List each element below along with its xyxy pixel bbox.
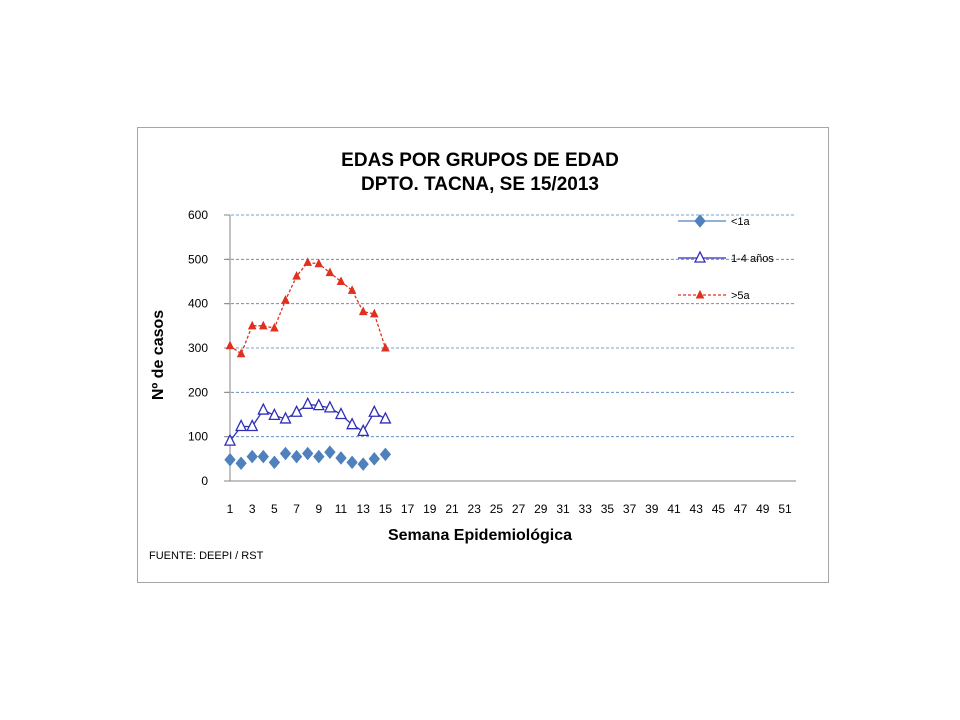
y-tick-label: 600: [188, 208, 208, 222]
data-point: [279, 446, 292, 461]
x-tick-label: 5: [271, 502, 278, 516]
x-tick-label: 33: [579, 502, 593, 516]
data-point: [334, 407, 348, 420]
data-point: [358, 306, 368, 316]
x-tick-label: 17: [401, 502, 415, 516]
data-point: [357, 423, 370, 436]
x-tick-label: 25: [490, 502, 504, 516]
chart-subtitle: DPTO. TACNA, SE 15/2013: [361, 174, 599, 195]
chart-title: EDAS POR GRUPOS DE EDAD: [341, 150, 619, 171]
series-line: [229, 261, 387, 355]
data-point: [223, 433, 237, 446]
data-point: [303, 257, 313, 266]
x-tick-label: 31: [556, 502, 570, 516]
x-tick-label: 27: [512, 502, 526, 516]
data-point: [325, 267, 335, 277]
data-point: [290, 404, 303, 417]
x-tick-label: 7: [293, 502, 300, 516]
data-point: [270, 322, 279, 332]
x-tick-label: 29: [534, 502, 548, 516]
x-tick-label: 3: [249, 502, 256, 516]
x-tick-label: 21: [445, 502, 459, 516]
x-tick-label: 23: [468, 502, 482, 516]
x-tick-label: 49: [756, 502, 770, 516]
data-point: [302, 446, 314, 461]
data-point: [314, 258, 324, 268]
data-point: [347, 285, 357, 294]
legend-label: >5a: [731, 290, 751, 302]
data-point: [379, 411, 392, 424]
legend-marker: [695, 289, 705, 299]
data-point: [312, 398, 325, 411]
source-note: FUENTE: DEEPI / RST: [149, 550, 264, 562]
data-point: [301, 396, 314, 409]
data-point: [236, 348, 246, 358]
data-point: [257, 402, 270, 415]
data-point: [323, 400, 336, 413]
data-point: [235, 456, 247, 471]
data-point: [247, 320, 257, 330]
data-point: [281, 295, 290, 304]
data-point: [257, 449, 269, 464]
legend-marker: [693, 250, 707, 263]
data-point: [246, 419, 259, 432]
data-point: [381, 342, 390, 352]
y-tick-label: 100: [188, 430, 208, 444]
legend-label: <1a: [731, 216, 751, 228]
x-tick-label: 13: [357, 502, 371, 516]
legend-marker: [694, 214, 706, 228]
data-point: [292, 271, 301, 280]
x-tick-label: 9: [315, 502, 322, 516]
data-point: [225, 340, 235, 350]
x-tick-label: 37: [623, 502, 637, 516]
data-point: [336, 276, 346, 285]
x-tick-label: 11: [335, 502, 348, 516]
x-tick-label: 19: [423, 502, 437, 516]
x-tick-label: 39: [645, 502, 659, 516]
y-tick-label: 300: [188, 341, 208, 355]
data-point: [346, 417, 359, 430]
data-point: [235, 419, 248, 432]
x-tick-label: 45: [712, 502, 726, 516]
x-tick-label: 1: [227, 502, 234, 516]
data-point: [279, 411, 292, 424]
chart-frame: [137, 127, 829, 583]
data-point: [368, 452, 380, 466]
data-point: [368, 404, 381, 417]
x-tick-label: 15: [379, 502, 393, 516]
data-point: [268, 455, 281, 470]
data-point: [313, 449, 325, 464]
data-point: [324, 445, 336, 459]
x-tick-label: 47: [734, 502, 748, 516]
x-tick-label: 35: [601, 502, 615, 516]
data-point: [290, 449, 303, 464]
data-point: [224, 452, 236, 467]
y-tick-label: 200: [188, 385, 208, 399]
y-tick-label: 500: [188, 252, 208, 266]
data-point: [346, 455, 358, 470]
data-point: [357, 457, 369, 471]
x-axis-label: Semana Epidemiológica: [387, 527, 573, 544]
legend-label: 1-4 años: [731, 253, 774, 265]
x-tick-label: 51: [778, 502, 792, 516]
data-point: [379, 447, 392, 462]
data-point: [335, 451, 347, 465]
data-point: [258, 320, 268, 330]
y-tick-label: 400: [188, 297, 208, 311]
data-point: [246, 449, 258, 464]
data-point: [268, 407, 281, 421]
x-tick-label: 43: [690, 502, 704, 516]
y-tick-label: 0: [201, 474, 208, 488]
data-point: [369, 308, 379, 318]
x-tick-label: 41: [667, 502, 681, 516]
